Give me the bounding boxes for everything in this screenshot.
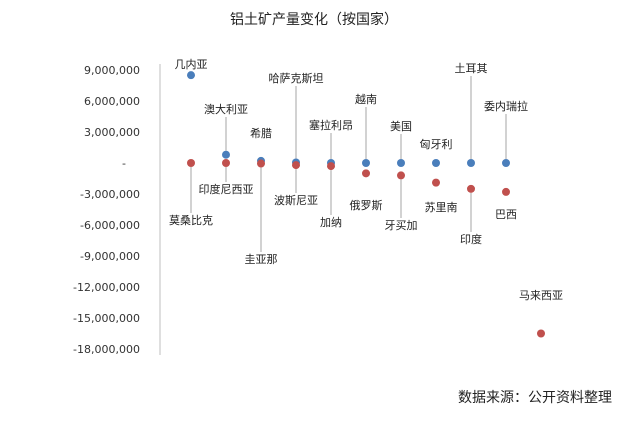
- data-point-increase: [397, 159, 405, 167]
- data-point-decrease: [222, 159, 230, 167]
- data-label: 美国: [390, 120, 412, 133]
- data-label: 莫桑比克: [169, 214, 213, 227]
- data-point-decrease: [257, 159, 265, 168]
- data-points: [187, 71, 545, 338]
- data-label: 印度: [460, 232, 482, 246]
- data-point-decrease: [362, 169, 370, 178]
- chart-title: 铝土矿产量变化（按国家）: [230, 11, 398, 28]
- y-tick-label: -18,000,000: [73, 343, 140, 356]
- data-point-decrease: [467, 184, 475, 193]
- y-tick-label: -6,000,000: [80, 219, 140, 232]
- data-label: 越南: [355, 92, 377, 106]
- data-label: 澳大利亚: [204, 102, 248, 116]
- data-label: 牙买加: [385, 219, 418, 232]
- data-label: 波斯尼亚: [274, 194, 318, 207]
- y-tick-label: -: [122, 157, 126, 170]
- data-label: 巴西: [495, 208, 517, 221]
- data-point-decrease: [537, 329, 545, 338]
- data-label: 塞拉利昂: [309, 118, 353, 132]
- data-label: 哈萨克斯坦: [269, 71, 324, 85]
- data-point-increase: [502, 159, 510, 167]
- data-label: 苏里南: [425, 201, 458, 214]
- data-label: 希腊: [250, 126, 272, 140]
- data-label: 委内瑞拉: [484, 99, 528, 113]
- y-tick-label: 6,000,000: [84, 95, 140, 108]
- source-note: 数据来源：公开资料整理: [458, 390, 612, 406]
- data-point-decrease: [327, 162, 335, 171]
- y-tick-label: 9,000,000: [84, 64, 140, 77]
- data-point-increase: [467, 159, 475, 167]
- y-tick-label: -9,000,000: [80, 250, 140, 263]
- data-label: 土耳其: [455, 62, 488, 75]
- data-point-decrease: [432, 178, 440, 187]
- data-label: 印度尼西亚: [199, 182, 254, 196]
- data-point-decrease: [502, 187, 510, 196]
- data-point-increase: [187, 71, 195, 80]
- y-tick-label: -3,000,000: [80, 188, 140, 201]
- data-label: 匈牙利: [420, 137, 453, 151]
- data-label: 几内亚: [175, 57, 208, 71]
- data-point-decrease: [292, 161, 300, 170]
- data-label: 俄罗斯: [350, 199, 383, 212]
- y-tick-label: -15,000,000: [73, 312, 140, 325]
- data-label: 加纳: [320, 216, 342, 229]
- data-label: 马来西亚: [519, 289, 563, 302]
- y-tick-label: -12,000,000: [73, 281, 140, 294]
- data-point-increase: [432, 159, 440, 167]
- y-tick-label: 3,000,000: [84, 126, 140, 139]
- data-point-decrease: [187, 159, 195, 167]
- data-point-increase: [362, 159, 370, 167]
- y-axis: 9,000,000 6,000,000 3,000,000 - -3,000,000 -6…: [73, 64, 161, 356]
- leader-lines: [190, 76, 507, 252]
- data-point-increase: [222, 150, 230, 159]
- data-point-decrease: [397, 171, 405, 180]
- data-label: 圭亚那: [245, 253, 278, 266]
